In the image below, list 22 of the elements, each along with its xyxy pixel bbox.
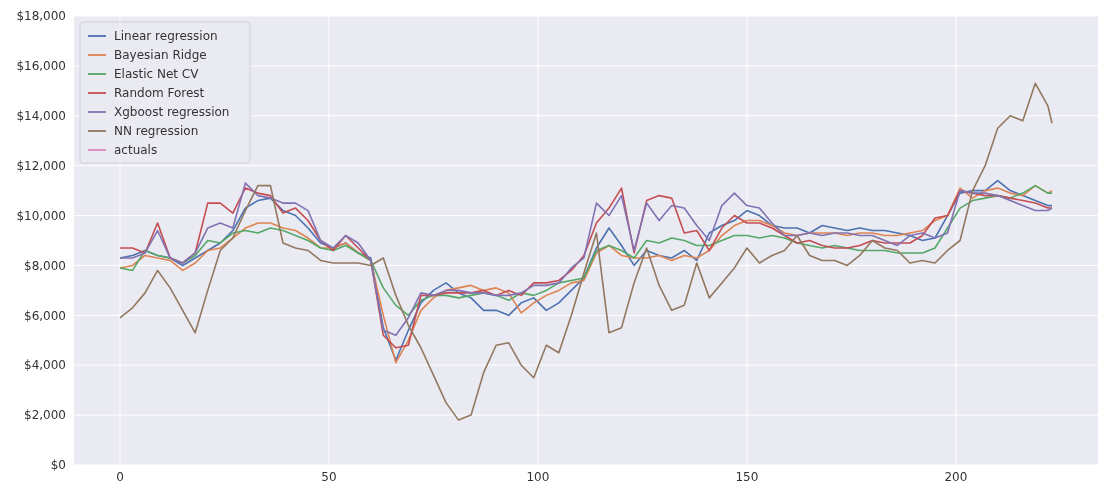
- y-tick-label: $10,000: [16, 208, 66, 223]
- legend-label: Elastic Net CV: [114, 67, 200, 82]
- y-tick-label: $2,000: [24, 408, 66, 423]
- x-tick-label: 100: [526, 470, 550, 484]
- y-tick-label: $16,000: [16, 59, 66, 74]
- legend-label: actuals: [114, 143, 158, 158]
- y-tick-label: $0: [50, 458, 66, 473]
- legend-label: Linear regression: [114, 29, 218, 44]
- x-tick-label: 50: [321, 470, 337, 484]
- legend-label: Random Forest: [114, 86, 205, 101]
- legend-label: NN regression: [114, 124, 199, 139]
- y-tick-label: $14,000: [16, 108, 66, 123]
- y-tick-label: $8,000: [24, 258, 66, 273]
- legend-label: Xgboost regression: [114, 105, 230, 120]
- x-tick-label: 150: [735, 470, 759, 484]
- y-tick-label: $12,000: [16, 158, 66, 173]
- y-tick-label: $6,000: [24, 308, 66, 323]
- x-tick-label: 0: [116, 470, 124, 484]
- x-tick-label: 200: [944, 470, 968, 484]
- legend-label: Bayesian Ridge: [114, 48, 207, 63]
- y-tick-label: $18,000: [16, 9, 66, 24]
- y-tick-label: $4,000: [24, 358, 66, 373]
